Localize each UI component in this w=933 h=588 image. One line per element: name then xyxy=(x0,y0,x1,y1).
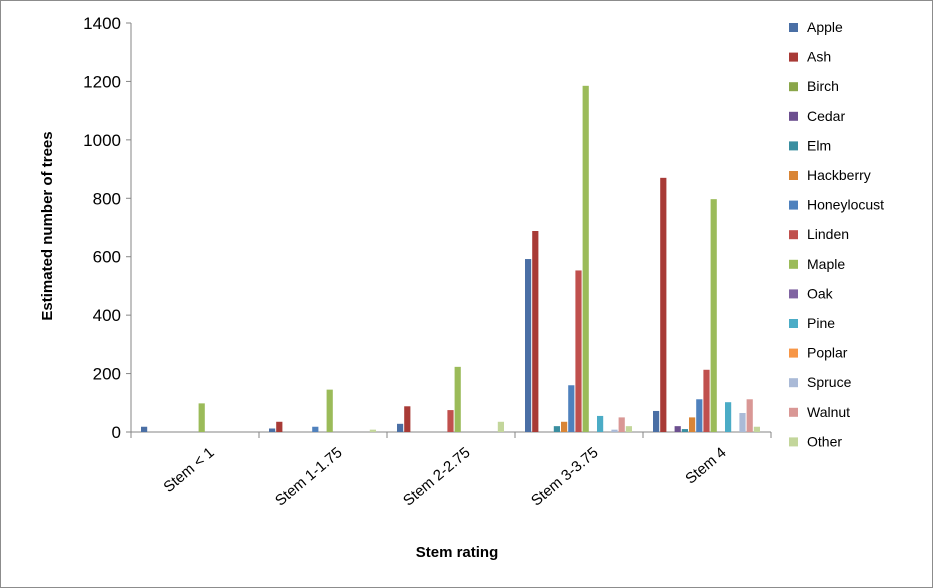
bar-linden xyxy=(447,410,454,432)
bar-maple xyxy=(454,366,461,432)
bar-walnut xyxy=(746,399,753,432)
legend-label: Poplar xyxy=(807,345,848,361)
y-tick-label: 1000 xyxy=(83,131,121,150)
legend-label: Ash xyxy=(807,49,831,65)
bar-elm xyxy=(553,426,560,432)
bar-pine xyxy=(725,402,732,432)
bar-maple xyxy=(710,199,717,432)
legend-label: Other xyxy=(807,433,842,449)
y-tick-label: 1200 xyxy=(83,72,121,91)
legend-label: Maple xyxy=(807,256,845,272)
bar-maple xyxy=(326,389,333,432)
legend-label: Hackberry xyxy=(807,167,871,183)
bar-other xyxy=(497,421,504,432)
legend-swatch xyxy=(789,289,798,299)
chart-legend: Apple Ash Birch Cedar Elm Hackberry Honeylocus… xyxy=(789,19,884,449)
y-tick-label: 1400 xyxy=(83,14,121,33)
bar-apple xyxy=(397,423,404,432)
legend-swatch xyxy=(789,171,798,180)
legend-label: Spruce xyxy=(807,374,852,390)
x-category-label: Stem 4 xyxy=(682,444,729,488)
bar-apple xyxy=(141,426,148,432)
bar-ash xyxy=(404,406,411,432)
x-category-label: Stem 1-1.75 xyxy=(272,444,346,510)
bar-ash xyxy=(532,231,539,432)
bar-cedar xyxy=(674,426,681,432)
x-category-label: Stem 2-2.75 xyxy=(400,444,474,510)
bar-hackberry xyxy=(561,421,568,432)
chart-labels: 0 200 400 600 800 1000 1200 1400 Stem < 1 Stem 1-… xyxy=(83,14,729,510)
legend-swatch xyxy=(789,82,798,92)
bar-apple xyxy=(269,428,276,432)
bar-spruce xyxy=(611,429,618,432)
y-axis-title: Estimated number of trees xyxy=(39,131,56,320)
legend-swatch xyxy=(789,141,798,151)
x-axis-title: Stem rating xyxy=(416,544,499,561)
bar-elm xyxy=(681,429,688,432)
bar-linden xyxy=(575,270,582,432)
legend-label: Oak xyxy=(807,285,834,301)
y-tick-label: 200 xyxy=(93,365,121,384)
bar-apple xyxy=(653,410,660,432)
legend-swatch xyxy=(789,319,798,328)
bar-other xyxy=(369,429,376,432)
legend-label: Apple xyxy=(807,19,843,35)
legend-swatch xyxy=(789,407,798,417)
bar-other xyxy=(625,426,632,432)
legend-swatch xyxy=(789,200,798,210)
chart-axes xyxy=(126,22,772,438)
bar-honeylocust xyxy=(568,385,575,432)
y-tick-label: 600 xyxy=(93,248,121,267)
bar-hackberry xyxy=(689,417,696,432)
bar-pine xyxy=(597,415,604,432)
legend-label: Birch xyxy=(807,78,839,94)
bar-ash xyxy=(276,421,283,432)
chart-bars xyxy=(141,85,760,432)
legend-swatch xyxy=(789,259,798,269)
bar-spruce xyxy=(739,413,746,432)
bar-maple xyxy=(582,85,589,432)
legend-label: Honeylocust xyxy=(807,197,884,213)
y-tick-label: 400 xyxy=(93,306,121,325)
x-category-label: Stem < 1 xyxy=(160,444,217,496)
legend-swatch xyxy=(789,111,798,121)
bar-apple xyxy=(525,259,532,432)
bar-ash xyxy=(660,177,667,432)
bar-maple xyxy=(198,403,205,432)
legend-swatch xyxy=(789,378,798,388)
legend-label: Cedar xyxy=(807,108,845,124)
legend-swatch xyxy=(789,348,798,358)
legend-swatch xyxy=(789,230,798,240)
legend-label: Walnut xyxy=(807,404,850,420)
bar-linden xyxy=(703,369,710,432)
legend-label: Elm xyxy=(807,137,831,153)
legend-swatch xyxy=(789,52,798,62)
y-tick-label: 800 xyxy=(93,189,121,208)
legend-label: Pine xyxy=(807,315,835,331)
bar-walnut xyxy=(618,417,625,432)
bar-honeylocust xyxy=(696,399,703,432)
x-category-label: Stem 3-3.75 xyxy=(528,444,602,510)
bar-other xyxy=(753,426,760,432)
y-tick-label: 0 xyxy=(112,423,121,442)
legend-label: Linden xyxy=(807,226,849,242)
legend-swatch xyxy=(789,437,798,447)
bar-honeylocust xyxy=(312,426,319,432)
legend-swatch xyxy=(789,23,798,32)
